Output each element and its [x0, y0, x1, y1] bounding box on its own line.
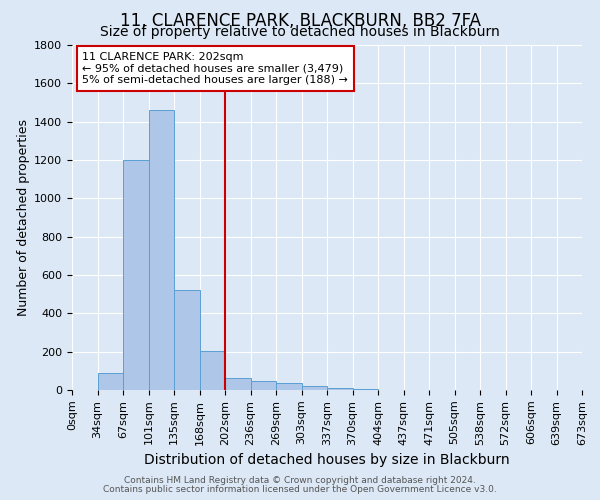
Bar: [97, 372, 123, 390]
Text: 11 CLARENCE PARK: 202sqm
← 95% of detached houses are smaller (3,479)
5% of semi: 11 CLARENCE PARK: 202sqm ← 95% of detach…: [82, 52, 348, 85]
Text: Size of property relative to detached houses in Blackburn: Size of property relative to detached ho…: [100, 25, 500, 39]
Bar: [251, 381, 276, 390]
Bar: [123, 160, 149, 390]
Bar: [199, 351, 225, 390]
Text: 11, CLARENCE PARK, BLACKBURN, BB2 7FA: 11, CLARENCE PARK, BLACKBURN, BB2 7FA: [119, 12, 481, 30]
Bar: [276, 382, 302, 390]
Bar: [327, 388, 353, 390]
Bar: [302, 386, 327, 390]
Bar: [225, 378, 251, 390]
Bar: [149, 110, 174, 390]
Text: Contains HM Land Registry data © Crown copyright and database right 2024.: Contains HM Land Registry data © Crown c…: [124, 476, 476, 485]
X-axis label: Distribution of detached houses by size in Blackburn: Distribution of detached houses by size …: [144, 453, 510, 467]
Y-axis label: Number of detached properties: Number of detached properties: [17, 119, 30, 316]
Bar: [353, 389, 378, 390]
Text: Contains public sector information licensed under the Open Government Licence v3: Contains public sector information licen…: [103, 485, 497, 494]
Bar: [174, 290, 199, 390]
